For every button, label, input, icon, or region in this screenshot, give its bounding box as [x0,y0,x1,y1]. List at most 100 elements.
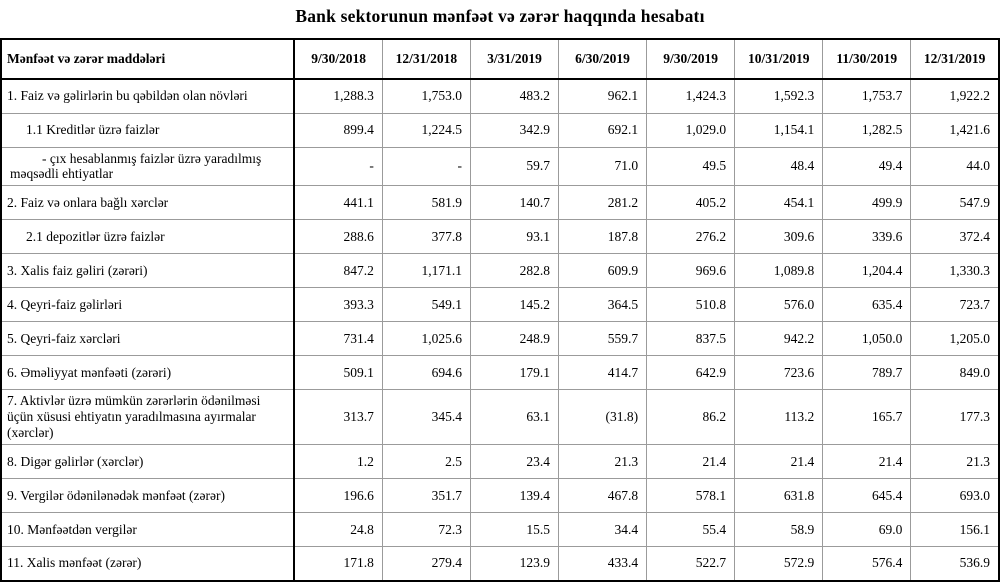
cell-value: 342.9 [469,112,560,148]
cell-value: 723.6 [734,355,824,391]
cell-value: 1,753.0 [381,78,471,114]
table-row: 9. Vergilər ödənilənədək mənfəət (zərər)… [0,478,1000,514]
cell-value: 372.4 [910,219,1000,255]
table-row: 1. Faiz və gəlirlərin bu qəbildən olan n… [0,78,1000,114]
cell-value: 21.3 [558,444,648,480]
cell-value: 499.9 [822,185,912,221]
cell-value: 281.2 [558,185,648,221]
table-row: 7. Aktivlər üzrə mümkün zərərlərin ödəni… [0,389,1000,446]
cell-value: 282.8 [469,253,560,289]
cell-value: 86.2 [646,389,736,446]
cell-value: 789.7 [822,355,912,391]
cell-value: 731.4 [293,321,383,357]
cell-value: 693.0 [910,478,1000,514]
row-label: - çıx hesablanmış faizlər üzrə yaradılmı… [0,146,296,187]
table-row: 4. Qeyri-faiz gəlirləri 393.3 549.1 145.2 36… [0,287,1000,323]
cell-value: 339.6 [822,219,912,255]
cell-value: 364.5 [558,287,648,323]
cell-value: 899.4 [293,112,383,148]
cell-value: 1,029.0 [646,112,736,148]
cell-value: - [293,146,383,187]
cell-value: 536.9 [910,546,1000,582]
row-label: 2.1 depozitlər üzrə faizlər [0,219,296,255]
row-label: 1. Faiz və gəlirlərin bu qəbildən olan n… [0,78,296,114]
cell-value: 1,224.5 [381,112,471,148]
cell-value: 49.4 [822,146,912,187]
report-table: Mənfəət və zərər maddələri 9/30/2018 12/… [0,38,1000,582]
cell-value: 572.9 [734,546,824,582]
cell-value: 171.8 [293,546,383,582]
cell-value: 1,330.3 [910,253,1000,289]
row-label: 2. Faiz və onlara bağlı xərclər [0,185,296,221]
cell-value: 692.1 [558,112,648,148]
header-date-3-31-2019: 3/31/2019 [469,38,560,80]
cell-value: 345.4 [381,389,471,446]
cell-value: 1,050.0 [822,321,912,357]
cell-value: 288.6 [293,219,383,255]
cell-value: 1,205.0 [910,321,1000,357]
cell-value: 21.3 [910,444,1000,480]
cell-value: 63.1 [469,389,560,446]
cell-value: 433.4 [558,546,648,582]
row-label: 4. Qeyri-faiz gəlirləri [0,287,296,323]
cell-value: 248.9 [469,321,560,357]
cell-value: 139.4 [469,478,560,514]
cell-value: 467.8 [558,478,648,514]
cell-value: 509.1 [293,355,383,391]
row-label: 6. Əməliyyat mənfəəti (zərəri) [0,355,296,391]
cell-value: 723.7 [910,287,1000,323]
row-label: 3. Xalis faiz gəliri (zərəri) [0,253,296,289]
row-label: 1.1 Kreditlər üzrə faizlər [0,112,296,148]
header-date-10-31-2019: 10/31/2019 [734,38,824,80]
cell-value: 969.6 [646,253,736,289]
cell-value: 276.2 [646,219,736,255]
cell-value: 522.7 [646,546,736,582]
cell-value: 1,424.3 [646,78,736,114]
cell-value: 581.9 [381,185,471,221]
table-row: 2. Faiz və onlara bağlı xərclər 441.1 581.… [0,185,1000,221]
cell-value: 576.4 [822,546,912,582]
cell-value: 1.2 [293,444,383,480]
cell-value: 1,025.6 [381,321,471,357]
cell-value: 1,592.3 [734,78,824,114]
cell-value: 631.8 [734,478,824,514]
cell-value: 635.4 [822,287,912,323]
cell-value: 69.0 [822,512,912,548]
header-date-6-30-2019: 6/30/2019 [558,38,648,80]
cell-value: 24.8 [293,512,383,548]
cell-value: 578.1 [646,478,736,514]
cell-value: 187.8 [558,219,648,255]
cell-value: 2.5 [381,444,471,480]
cell-value: 609.9 [558,253,648,289]
cell-value: 837.5 [646,321,736,357]
cell-value: 942.2 [734,321,824,357]
cell-value: 642.9 [646,355,736,391]
cell-value: 483.2 [469,78,560,114]
cell-value: 1,421.6 [910,112,1000,148]
cell-value: 15.5 [469,512,560,548]
cell-value: 21.4 [734,444,824,480]
cell-value: 559.7 [558,321,648,357]
header-row: Mənfəət və zərər maddələri 9/30/2018 12/… [0,38,1000,80]
cell-value: 21.4 [822,444,912,480]
table-row: - çıx hesablanmış faizlər üzrə yaradılmı… [0,146,1000,187]
header-date-12-31-2019: 12/31/2019 [910,38,1000,80]
cell-value: 549.1 [381,287,471,323]
cell-value: 1,171.1 [381,253,471,289]
table-row: 8. Digər gəlirlər (xərclər) 1.2 2.5 23.4 21.… [0,444,1000,480]
table-row: 11. Xalis mənfəət (zərər) 171.8 279.4 123.9… [0,546,1000,582]
cell-value: (31.8) [558,389,648,446]
row-label: 11. Xalis mənfəət (zərər) [0,546,296,582]
cell-value: 454.1 [734,185,824,221]
table-header: Mənfəət və zərər maddələri 9/30/2018 12/… [0,38,1000,80]
cell-value: 847.2 [293,253,383,289]
cell-value: 145.2 [469,287,560,323]
cell-value: 44.0 [910,146,1000,187]
cell-value: 165.7 [822,389,912,446]
cell-value: 1,288.3 [293,78,383,114]
cell-value: 48.4 [734,146,824,187]
row-label: 9. Vergilər ödənilənədək mənfəət (zərər) [0,478,296,514]
row-label: 7. Aktivlər üzrə mümkün zərərlərin ödəni… [0,389,296,446]
cell-value: 576.0 [734,287,824,323]
cell-value: 23.4 [469,444,560,480]
